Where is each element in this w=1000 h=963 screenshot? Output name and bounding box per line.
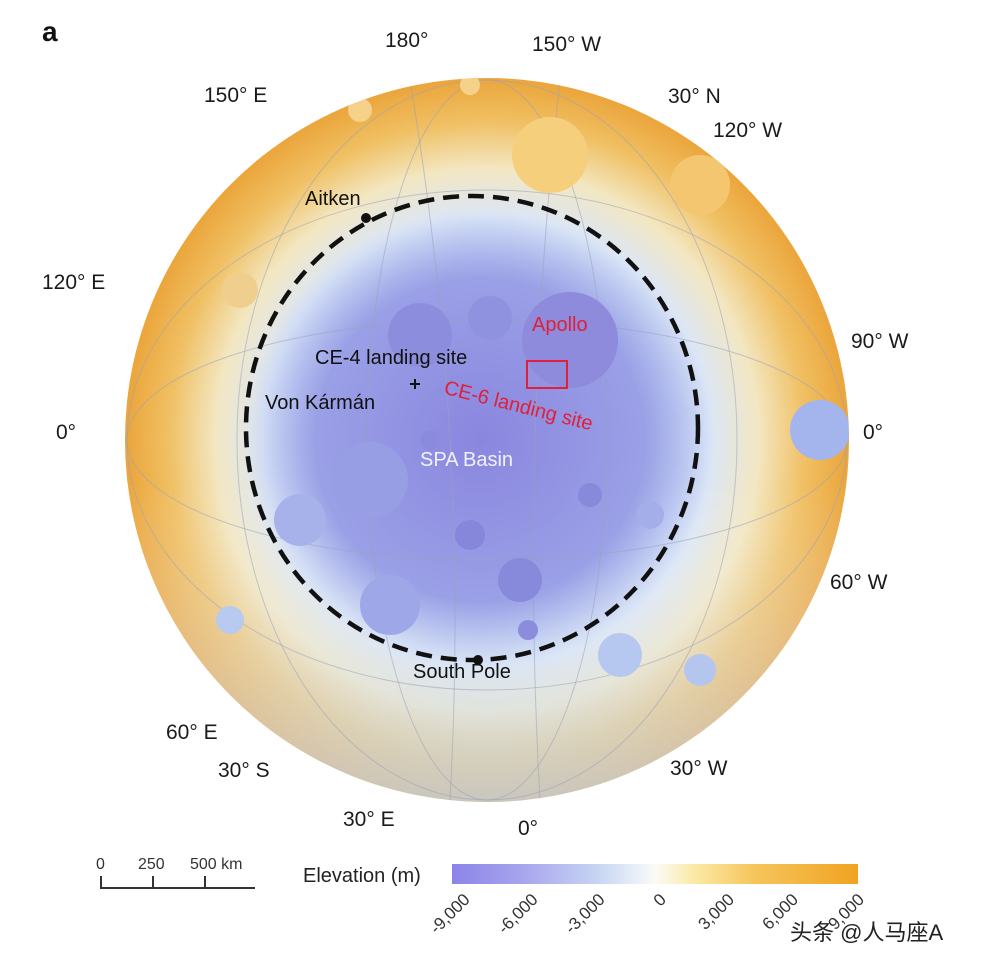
lon-label-180: 180°	[385, 29, 429, 52]
elevation-colorbar	[452, 864, 858, 884]
spa-basin-label: SPA Basin	[420, 449, 514, 471]
lon-label-60w: 60° W	[830, 571, 888, 594]
lon-label-0-left: 0°	[56, 421, 77, 444]
aitken-marker	[361, 213, 371, 223]
ce4-label: CE-4 landing site	[315, 347, 468, 369]
watermark: 头条 @人马座A	[790, 920, 944, 945]
craters	[216, 78, 849, 686]
scale-tick-0: 0	[96, 856, 105, 873]
scale-tick-250: 250	[138, 856, 165, 873]
ce4-marker	[410, 379, 420, 389]
lon-label-30e: 30° E	[343, 808, 395, 831]
spa-basin-boundary	[243, 193, 701, 663]
lon-label-120w: 120° W	[713, 119, 783, 142]
lon-label-30w: 30° W	[670, 757, 728, 780]
ce6-landing-box	[526, 360, 568, 389]
lat-label-30s: 30° S	[218, 759, 270, 782]
apollo-label: Apollo	[532, 314, 588, 336]
lon-label-150w: 150° W	[532, 33, 602, 56]
aitken-label: Aitken	[305, 188, 361, 210]
south-pole-marker	[473, 655, 483, 665]
south-pole-label: South Pole	[413, 661, 511, 683]
scale-bar: 0 250 500 km	[96, 856, 260, 896]
lon-label-150e: 150° E	[204, 84, 268, 107]
lat-label-30n: 30° N	[668, 85, 721, 108]
lon-label-0-right: 0°	[863, 421, 884, 444]
lon-label-120e: 120° E	[42, 271, 106, 294]
von-karman-label: Von Kármán	[265, 392, 376, 414]
lon-label-60e: 60° E	[166, 721, 218, 744]
scale-tick-500: 500 km	[190, 856, 243, 873]
lon-label-0-bottom: 0°	[518, 817, 539, 840]
lon-label-90w: 90° W	[851, 330, 909, 353]
panel-label: a	[42, 16, 58, 47]
legend-title: Elevation (m)	[303, 865, 421, 887]
